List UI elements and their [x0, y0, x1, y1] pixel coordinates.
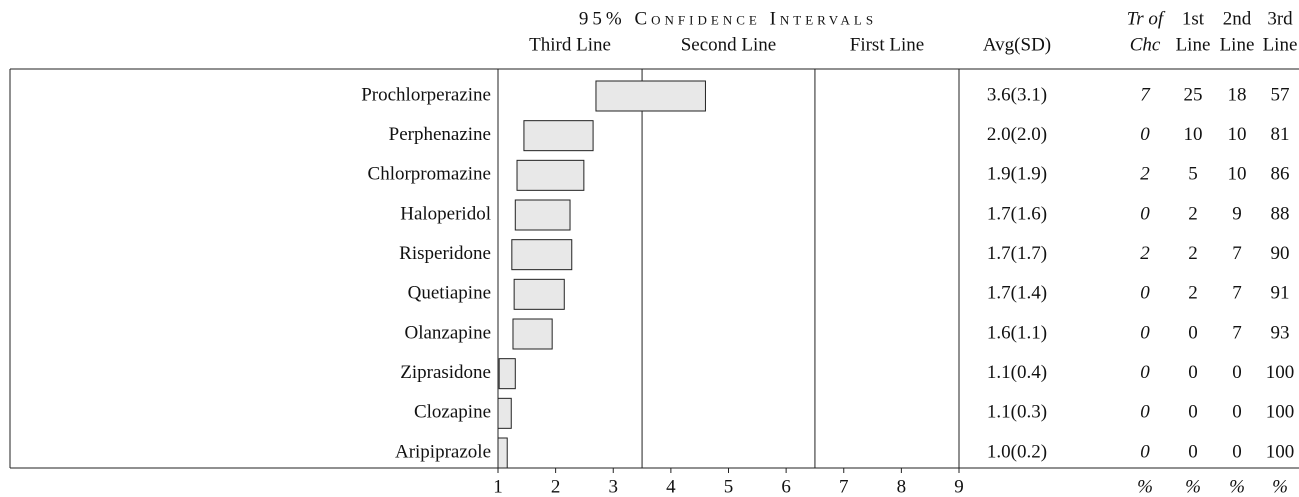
- cell-tr-of-chc: 0: [1140, 402, 1150, 423]
- cell-third: 100: [1266, 402, 1295, 423]
- row-name: Quetiapine: [408, 283, 491, 304]
- cell-avg-sd: 2.0(2.0): [987, 124, 1047, 145]
- cell-tr-of-chc: 0: [1140, 441, 1150, 462]
- column-header: Chc: [1130, 34, 1161, 55]
- column-header: Tr of: [1127, 8, 1166, 29]
- column-header: 3rd: [1267, 8, 1293, 29]
- cell-tr-of-chc: 0: [1140, 124, 1150, 145]
- band-label: Third Line: [529, 34, 611, 55]
- cell-first: 2: [1188, 203, 1198, 224]
- cell-avg-sd: 1.6(1.1): [987, 322, 1047, 343]
- row-name: Ziprasidone: [400, 362, 491, 383]
- column-header: 2nd: [1223, 8, 1252, 29]
- cell-first: 25: [1184, 84, 1203, 105]
- row-name: Clozapine: [414, 402, 491, 423]
- cell-avg-sd: 1.7(1.7): [987, 243, 1047, 264]
- cell-second: 10: [1228, 124, 1247, 145]
- cell-tr-of-chc: 2: [1140, 164, 1150, 185]
- cell-avg-sd: 1.0(0.2): [987, 441, 1047, 462]
- band-label: First Line: [850, 34, 924, 55]
- cell-avg-sd: 3.6(3.1): [987, 84, 1047, 105]
- column-unit: %: [1185, 476, 1201, 497]
- cell-tr-of-chc: 0: [1140, 362, 1150, 383]
- cell-first: 0: [1188, 402, 1198, 423]
- cell-avg-sd: 1.7(1.6): [987, 203, 1047, 224]
- interval-bar: [497, 397, 512, 429]
- cell-first: 2: [1188, 243, 1198, 264]
- x-tick-label: 4: [666, 476, 676, 497]
- cell-third: 91: [1271, 283, 1290, 304]
- cell-second: 18: [1228, 84, 1247, 105]
- cell-avg-sd: 1.1(0.4): [987, 362, 1047, 383]
- interval-bar: [595, 80, 706, 112]
- chart-title: 95% Confidence Intervals: [579, 8, 877, 29]
- cell-tr-of-chc: 7: [1140, 84, 1151, 105]
- x-tick-label: 1: [493, 476, 503, 497]
- cell-first: 0: [1188, 441, 1198, 462]
- row-name: Aripiprazole: [395, 441, 491, 462]
- interval-bar: [514, 199, 571, 231]
- x-tick-label: 5: [724, 476, 734, 497]
- cell-third: 57: [1271, 84, 1290, 105]
- cell-avg-sd: 1.1(0.3): [987, 402, 1047, 423]
- x-tick-label: 7: [839, 476, 849, 497]
- row-name: Perphenazine: [389, 124, 491, 145]
- cell-third: 88: [1271, 203, 1290, 224]
- interval-bar: [498, 358, 516, 390]
- column-unit: %: [1137, 476, 1153, 497]
- column-header: Avg(SD): [983, 34, 1051, 55]
- column-header: 1st: [1182, 8, 1205, 29]
- interval-bar: [497, 437, 508, 469]
- cell-second: 0: [1232, 362, 1242, 383]
- column-header: Line: [1263, 34, 1298, 55]
- cell-third: 100: [1266, 441, 1295, 462]
- cell-first: 2: [1188, 283, 1198, 304]
- x-tick-label: 8: [897, 476, 907, 497]
- cell-second: 0: [1232, 402, 1242, 423]
- cell-second: 7: [1232, 283, 1242, 304]
- cell-first: 5: [1188, 164, 1198, 185]
- cell-second: 9: [1232, 203, 1242, 224]
- x-tick-label: 6: [781, 476, 791, 497]
- cell-second: 7: [1232, 322, 1242, 343]
- cell-avg-sd: 1.7(1.4): [987, 283, 1047, 304]
- row-name: Haloperidol: [400, 203, 491, 224]
- interval-bar: [511, 239, 573, 271]
- x-tick-label: 3: [609, 476, 619, 497]
- column-unit: %: [1272, 476, 1288, 497]
- cell-tr-of-chc: 0: [1140, 203, 1150, 224]
- cell-third: 100: [1266, 362, 1295, 383]
- column-unit: %: [1229, 476, 1245, 497]
- cell-first: 0: [1188, 362, 1198, 383]
- interval-bar: [513, 278, 565, 310]
- cell-avg-sd: 1.9(1.9): [987, 164, 1047, 185]
- column-header: Line: [1220, 34, 1255, 55]
- cell-first: 10: [1184, 124, 1203, 145]
- band-label: Second Line: [681, 34, 777, 55]
- x-tick-label: 9: [954, 476, 964, 497]
- cell-third: 81: [1271, 124, 1290, 145]
- x-tick-label: 2: [551, 476, 561, 497]
- cell-tr-of-chc: 0: [1140, 283, 1150, 304]
- cell-first: 0: [1188, 322, 1198, 343]
- interval-bar: [516, 159, 585, 191]
- cell-third: 90: [1271, 243, 1290, 264]
- cell-tr-of-chc: 0: [1140, 322, 1150, 343]
- row-name: Chlorpromazine: [368, 164, 491, 185]
- row-name: Risperidone: [399, 243, 491, 264]
- cell-second: 0: [1232, 441, 1242, 462]
- cell-third: 93: [1271, 322, 1290, 343]
- cell-second: 10: [1228, 164, 1247, 185]
- cell-second: 7: [1232, 243, 1242, 264]
- cell-third: 86: [1271, 164, 1290, 185]
- interval-bar: [512, 318, 553, 350]
- column-header: Line: [1176, 34, 1211, 55]
- row-name: Prochlorperazine: [361, 84, 491, 105]
- interval-bar: [523, 120, 594, 152]
- cell-tr-of-chc: 2: [1140, 243, 1150, 264]
- row-name: Olanzapine: [404, 322, 491, 343]
